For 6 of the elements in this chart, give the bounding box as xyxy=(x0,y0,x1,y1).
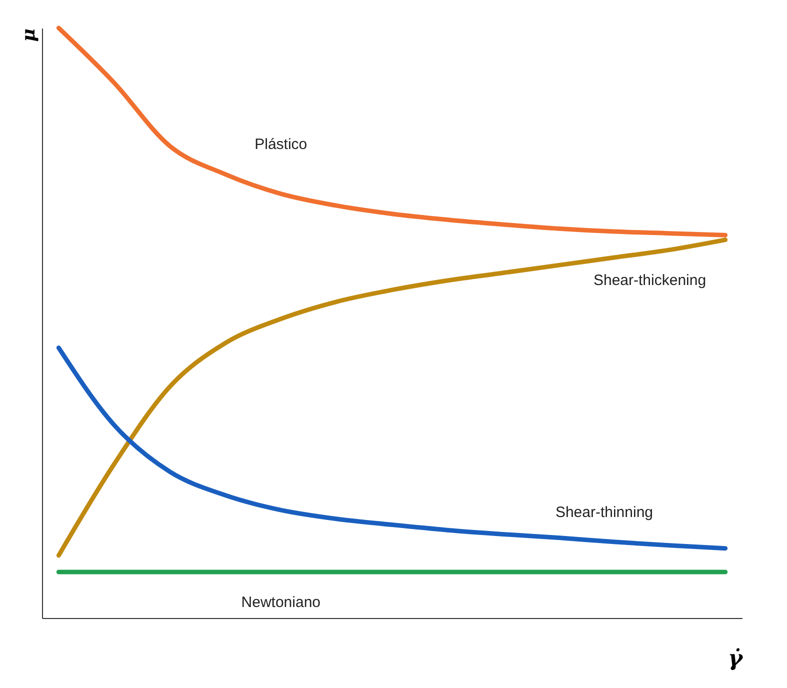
x-axis-title: γ̇ xyxy=(728,646,744,672)
series-label: Shear-thickening xyxy=(593,272,706,289)
series-label: Shear-thinning xyxy=(555,504,654,521)
series-label: Newtoniano xyxy=(241,594,320,611)
text: Plástico xyxy=(254,136,308,153)
y-axis-title: μ xyxy=(18,28,40,42)
